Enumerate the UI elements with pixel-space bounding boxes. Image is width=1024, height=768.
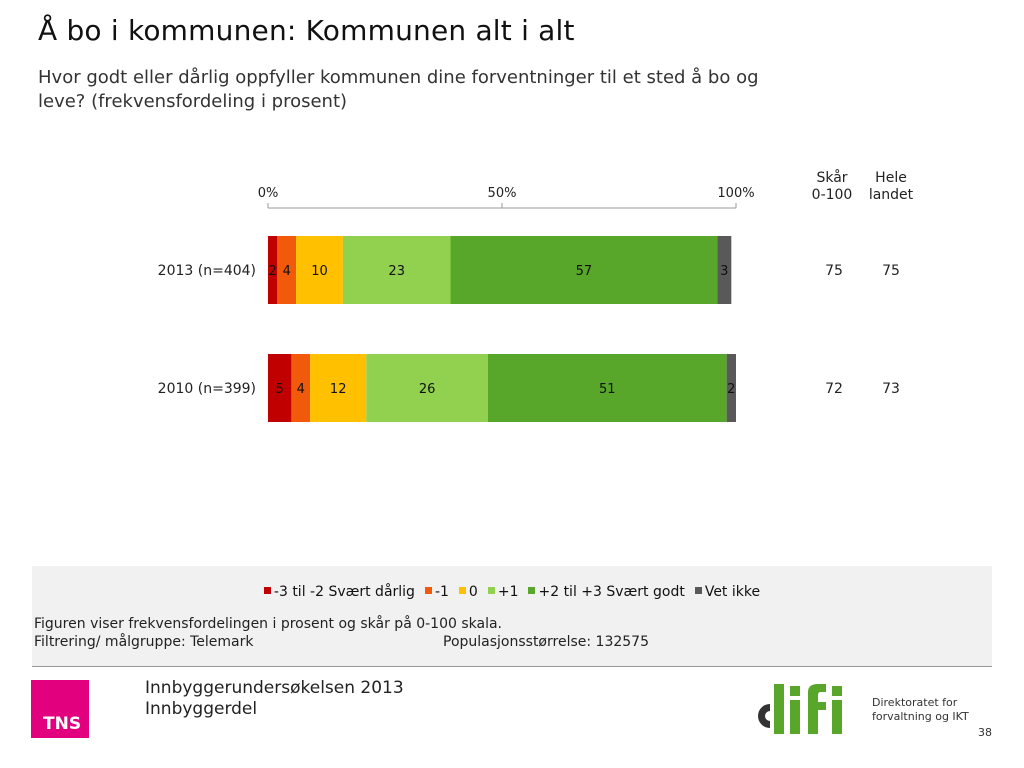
x-tick-label: 0%	[258, 186, 279, 201]
data-label: 4	[297, 382, 305, 397]
legend-item: Vet ikke	[694, 584, 761, 600]
legend-label: +2 til +3 Svært godt	[538, 584, 685, 600]
score-value: 75	[825, 263, 843, 279]
difi-mark-i2	[832, 700, 842, 734]
difi-mark-i1-dot	[790, 686, 800, 696]
national-value: 75	[882, 263, 900, 279]
legend-swatch	[694, 587, 702, 594]
legend-label: -3 til -2 Svært dårlig	[273, 584, 415, 600]
difi-subtitle-line1: Direktoratet for	[872, 696, 958, 709]
legend-swatch	[263, 587, 271, 594]
data-label: 10	[311, 264, 328, 279]
legend-label: 0	[468, 584, 478, 600]
bar-segment	[268, 236, 278, 304]
bar-segment	[342, 236, 451, 304]
data-label: 23	[388, 264, 405, 279]
bar-segment	[310, 354, 367, 422]
difi-logo	[758, 684, 842, 734]
legend-label: +1	[497, 584, 519, 600]
bar-segment	[296, 236, 343, 304]
footer-survey-name: Innbyggerundersøkelsen 2013 Innbyggerdel	[145, 678, 404, 720]
difi-mark-f	[808, 684, 826, 734]
category-label: 2010 (n=399)	[158, 381, 256, 397]
national-header-line2: landet	[868, 187, 914, 203]
tns-logo-text: TNS	[43, 714, 82, 734]
bar-segment	[726, 354, 736, 422]
data-label: 51	[599, 382, 616, 397]
difi-mark-i1	[790, 700, 800, 734]
legend-swatch	[487, 587, 495, 594]
bar-segment	[450, 236, 718, 304]
bar-segment	[366, 354, 488, 422]
legend-item: +1	[487, 584, 519, 600]
legend-item: -3 til -2 Svært dårlig	[263, 584, 415, 600]
difi-mark-d-stem	[774, 684, 784, 734]
data-label: 12	[330, 382, 347, 397]
national-column-header: Hele landet	[864, 170, 918, 204]
legend-item: +2 til +3 Svært godt	[528, 584, 685, 600]
data-label: 26	[419, 382, 436, 397]
legend-swatch	[424, 587, 432, 594]
bar-segment	[487, 354, 727, 422]
score-column-header: Skår 0-100	[805, 170, 859, 204]
data-label: 5	[276, 382, 284, 397]
data-label: 4	[283, 264, 291, 279]
tns-logo: TNS	[31, 680, 89, 738]
legend-panel: -3 til -2 Svært dårlig -1 0 +1 +2 til +3 Svæ…	[32, 566, 992, 667]
national-header-line1: Hele	[875, 170, 907, 186]
score-header-line2: 0-100	[811, 187, 853, 203]
bar-segment	[277, 236, 297, 304]
footer-line1: Innbyggerundersøkelsen 2013	[145, 678, 404, 698]
legend-item: 0	[458, 584, 478, 600]
bar-segment	[291, 354, 311, 422]
chart-description-note: Figuren viser frekvensfordelingen i pros…	[34, 616, 503, 632]
bar-segment	[268, 354, 292, 422]
population-note: Populasjonsstørrelse: 132575	[443, 634, 649, 650]
footer-line2: Innbyggerdel	[145, 699, 258, 719]
difi-mark-i2-dot	[832, 686, 842, 696]
chart-legend: -3 til -2 Svært dårlig -1 0 +1 +2 til +3 Svæ…	[32, 584, 992, 600]
data-label: 2	[269, 264, 277, 279]
difi-mark-d-curve	[758, 704, 770, 728]
bar-segment	[717, 236, 732, 304]
legend-swatch	[458, 587, 466, 594]
legend-label: Vet ikke	[704, 584, 761, 600]
x-tick-label: 50%	[488, 186, 517, 201]
difi-subtitle-line2: forvaltning og IKT	[872, 710, 969, 723]
score-header-line1: Skår	[816, 170, 848, 186]
page-number: 38	[978, 726, 992, 739]
chart-subtitle: Hvor godt eller dårlig oppfyller kommune…	[38, 67, 759, 112]
filter-note: Filtrering/ målgruppe: Telemark	[34, 634, 254, 650]
legend-item: -1	[424, 584, 449, 600]
data-label: 57	[576, 264, 593, 279]
data-label: 2	[727, 382, 735, 397]
national-value: 73	[882, 381, 900, 397]
data-label: 3	[720, 264, 728, 279]
difi-subtitle: Direktoratet for forvaltning og IKT	[872, 696, 969, 724]
legend-swatch	[528, 587, 536, 594]
x-tick-label: 100%	[717, 186, 754, 201]
category-label: 2013 (n=404)	[158, 263, 256, 279]
page-title: Å bo i kommunen: Kommunen alt i alt	[38, 14, 575, 47]
legend-label: -1	[434, 584, 449, 600]
score-value: 72	[825, 381, 843, 397]
